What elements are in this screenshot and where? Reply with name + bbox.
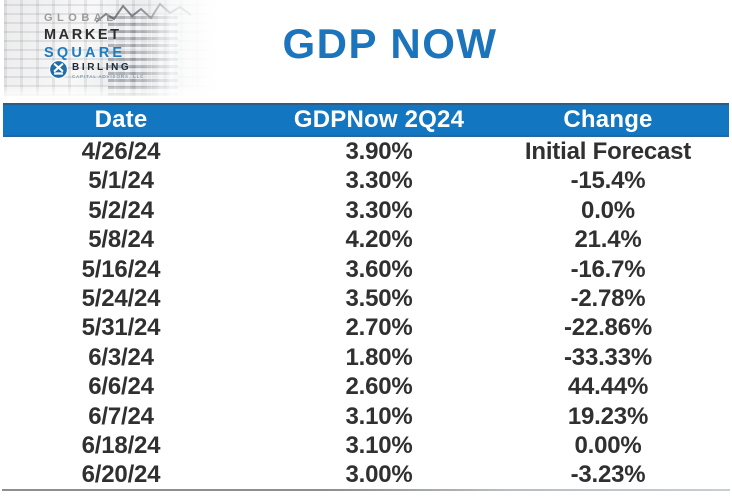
date-cell: 5/8/24 (88, 226, 154, 254)
table-row: 4/26/24 3.90% Initial Forecast (3, 137, 729, 166)
date-cell: 6/3/24 (88, 343, 154, 371)
date-cell: 6/20/24 (81, 461, 161, 489)
table-row: 5/16/24 3.60% -16.7% (3, 255, 729, 284)
gdpnow-cell: 2.60% (345, 373, 413, 401)
photo-fade-overlay (4, 0, 218, 96)
column-header-change: Change (563, 106, 653, 133)
table-row: 5/24/24 3.50% -2.78% (3, 284, 729, 313)
logo-word-global: GLOBAL (44, 12, 118, 24)
global-market-square-logo: GLOBAL MARKET SQUARE BIRLING CAPITAL ADV… (4, 0, 218, 96)
birling-name: BIRLING (72, 62, 132, 73)
change-cell: Initial Forecast (524, 138, 692, 165)
gdpnow-cell: 2.70% (345, 314, 413, 342)
table-header: Date GDPNow 2Q24 Change (3, 103, 729, 137)
table-row: 6/7/24 3.10% 19.23% (3, 402, 729, 431)
table-row: 6/3/24 1.80% -33.33% (3, 343, 729, 372)
birling-text: BIRLING CAPITAL ADVISORS, LLC (72, 60, 144, 80)
date-cell: 6/7/24 (88, 402, 154, 430)
gdpnow-cell: 3.90% (345, 138, 413, 165)
table-row: 6/6/24 2.60% 44.44% (3, 372, 729, 401)
date-cell: 6/18/24 (81, 431, 161, 459)
birling-brand: BIRLING CAPITAL ADVISORS, LLC (49, 60, 144, 80)
change-cell: 19.23% (567, 402, 649, 430)
gdpnow-cell: 3.10% (345, 431, 413, 459)
table-row: 5/8/24 4.20% 21.4% (3, 225, 729, 254)
table-row: 6/20/24 3.00% -3.23% (3, 460, 729, 489)
change-cell: 44.44% (567, 373, 649, 401)
change-cell: 0.00% (574, 431, 642, 459)
gdpnow-cell: 3.10% (345, 402, 413, 430)
birling-caption: CAPITAL ADVISORS, LLC (72, 74, 145, 79)
date-cell: 6/6/24 (88, 373, 154, 401)
date-cell: 5/2/24 (88, 196, 154, 224)
date-cell: 5/16/24 (81, 255, 161, 283)
table-row: 5/2/24 3.30% 0.0% (3, 196, 729, 225)
gdpnow-cell: 1.80% (345, 343, 413, 371)
gdpnow-cell: 3.30% (345, 167, 413, 195)
gdpnow-cell: 3.00% (345, 461, 413, 489)
logo-word-square: SQUARE (44, 44, 126, 61)
change-cell: -15.4% (570, 167, 646, 195)
table-bottom-border (2, 489, 730, 491)
change-cell: 0.0% (581, 196, 635, 224)
column-header-gdpnow: GDPNow 2Q24 (293, 106, 465, 133)
change-cell: -3.23% (570, 461, 646, 489)
change-cell: -33.33% (564, 343, 652, 371)
gdpnow-cell: 3.50% (345, 284, 413, 312)
table-row: 5/1/24 3.30% -15.4% (3, 166, 729, 195)
table-row: 6/18/24 3.10% 0.00% (3, 431, 729, 460)
date-cell: 4/26/24 (81, 138, 161, 165)
change-cell: -16.7% (570, 255, 646, 283)
date-cell: 5/31/24 (81, 314, 161, 342)
logo-wordmark: GLOBAL MARKET SQUARE (44, 13, 125, 60)
change-cell: -2.78% (570, 284, 646, 312)
column-header-date: Date (94, 106, 148, 133)
gdpnow-cell: 3.30% (345, 196, 413, 224)
page-title: GDP NOW (282, 20, 498, 67)
gdpnow-cell: 3.60% (345, 255, 413, 283)
gdp-table-body: 4/26/24 3.90% Initial Forecast 5/1/24 3.30% -… (3, 137, 729, 490)
table-row: 5/31/24 2.70% -22.86% (3, 313, 729, 342)
date-cell: 5/1/24 (88, 167, 154, 195)
date-cell: 5/24/24 (81, 284, 161, 312)
change-cell: -22.86% (564, 314, 652, 342)
gdpnow-cell: 4.20% (345, 226, 413, 254)
change-cell: 21.4% (574, 226, 642, 254)
birling-circle-x-icon (49, 60, 68, 79)
logo-word-market: MARKET (44, 27, 122, 43)
